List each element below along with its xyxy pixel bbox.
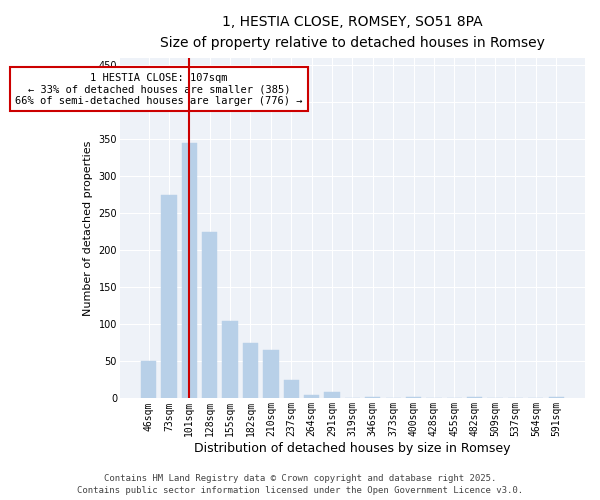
- Bar: [223, 320, 238, 398]
- Y-axis label: Number of detached properties: Number of detached properties: [83, 140, 93, 316]
- Bar: [365, 397, 380, 398]
- Bar: [304, 394, 319, 398]
- Bar: [284, 380, 299, 398]
- Bar: [141, 362, 156, 399]
- Bar: [548, 397, 564, 398]
- Bar: [467, 397, 482, 398]
- Bar: [243, 343, 258, 398]
- Bar: [161, 194, 176, 398]
- X-axis label: Distribution of detached houses by size in Romsey: Distribution of detached houses by size …: [194, 442, 511, 455]
- Title: 1, HESTIA CLOSE, ROMSEY, SO51 8PA
Size of property relative to detached houses i: 1, HESTIA CLOSE, ROMSEY, SO51 8PA Size o…: [160, 15, 545, 50]
- Text: Contains HM Land Registry data © Crown copyright and database right 2025.
Contai: Contains HM Land Registry data © Crown c…: [77, 474, 523, 495]
- Bar: [406, 397, 421, 398]
- Bar: [182, 143, 197, 399]
- Bar: [202, 232, 217, 398]
- Bar: [325, 392, 340, 398]
- Bar: [263, 350, 278, 399]
- Text: 1 HESTIA CLOSE: 107sqm
← 33% of detached houses are smaller (385)
66% of semi-de: 1 HESTIA CLOSE: 107sqm ← 33% of detached…: [15, 72, 302, 106]
